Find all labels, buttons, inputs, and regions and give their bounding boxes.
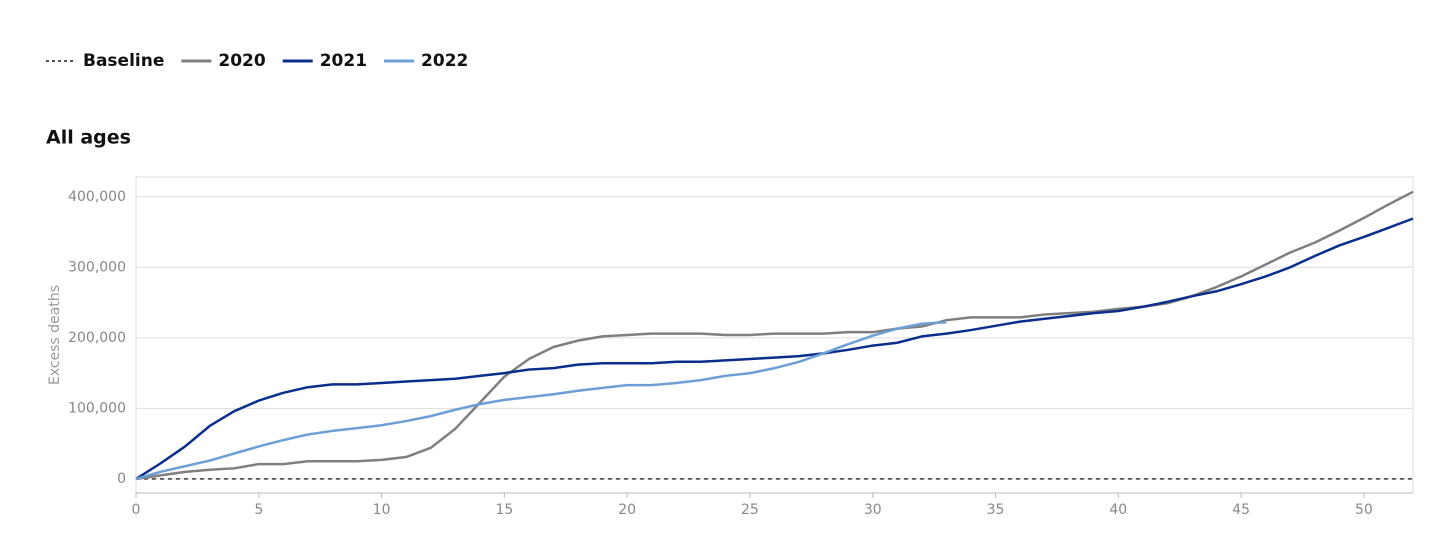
x-tick-label: 45	[1232, 502, 1250, 518]
plot-frame	[135, 176, 1414, 494]
x-tick-label: 15	[495, 502, 513, 518]
subtitle: All ages	[46, 127, 131, 149]
x-tick-label: 50	[1355, 502, 1373, 518]
x-tick-label: 40	[1109, 502, 1127, 518]
x-tick-label: 25	[741, 502, 759, 518]
legend-item: 2021	[282, 51, 367, 71]
legend-label: 2022	[421, 51, 468, 71]
x-tick-label: 20	[618, 502, 636, 518]
y-axis-label: Excess deaths	[47, 285, 63, 385]
series-line	[135, 217, 1414, 480]
x-tick-label: 0	[132, 502, 141, 518]
x-tick-label: 10	[373, 502, 391, 518]
x-tick-label: 5	[254, 502, 263, 518]
legend-label: 2021	[320, 51, 367, 71]
x-tick-label: 30	[864, 502, 882, 518]
y-tick-label: 100,000	[68, 400, 126, 416]
series-line	[135, 321, 947, 481]
x-tick-label: 35	[987, 502, 1005, 518]
y-tick-label: 400,000	[68, 189, 126, 205]
y-tick-label: 300,000	[68, 259, 126, 275]
y-tick-label: 200,000	[68, 330, 126, 346]
legend-item: 2020	[181, 51, 266, 71]
legend-item: 2022	[384, 51, 468, 71]
legend-item: Baseline	[46, 51, 164, 71]
legend-label: 2020	[218, 51, 265, 71]
y-tick-label: 0	[117, 471, 126, 487]
legend-label: Baseline	[83, 51, 164, 71]
series-line	[135, 190, 1414, 481]
